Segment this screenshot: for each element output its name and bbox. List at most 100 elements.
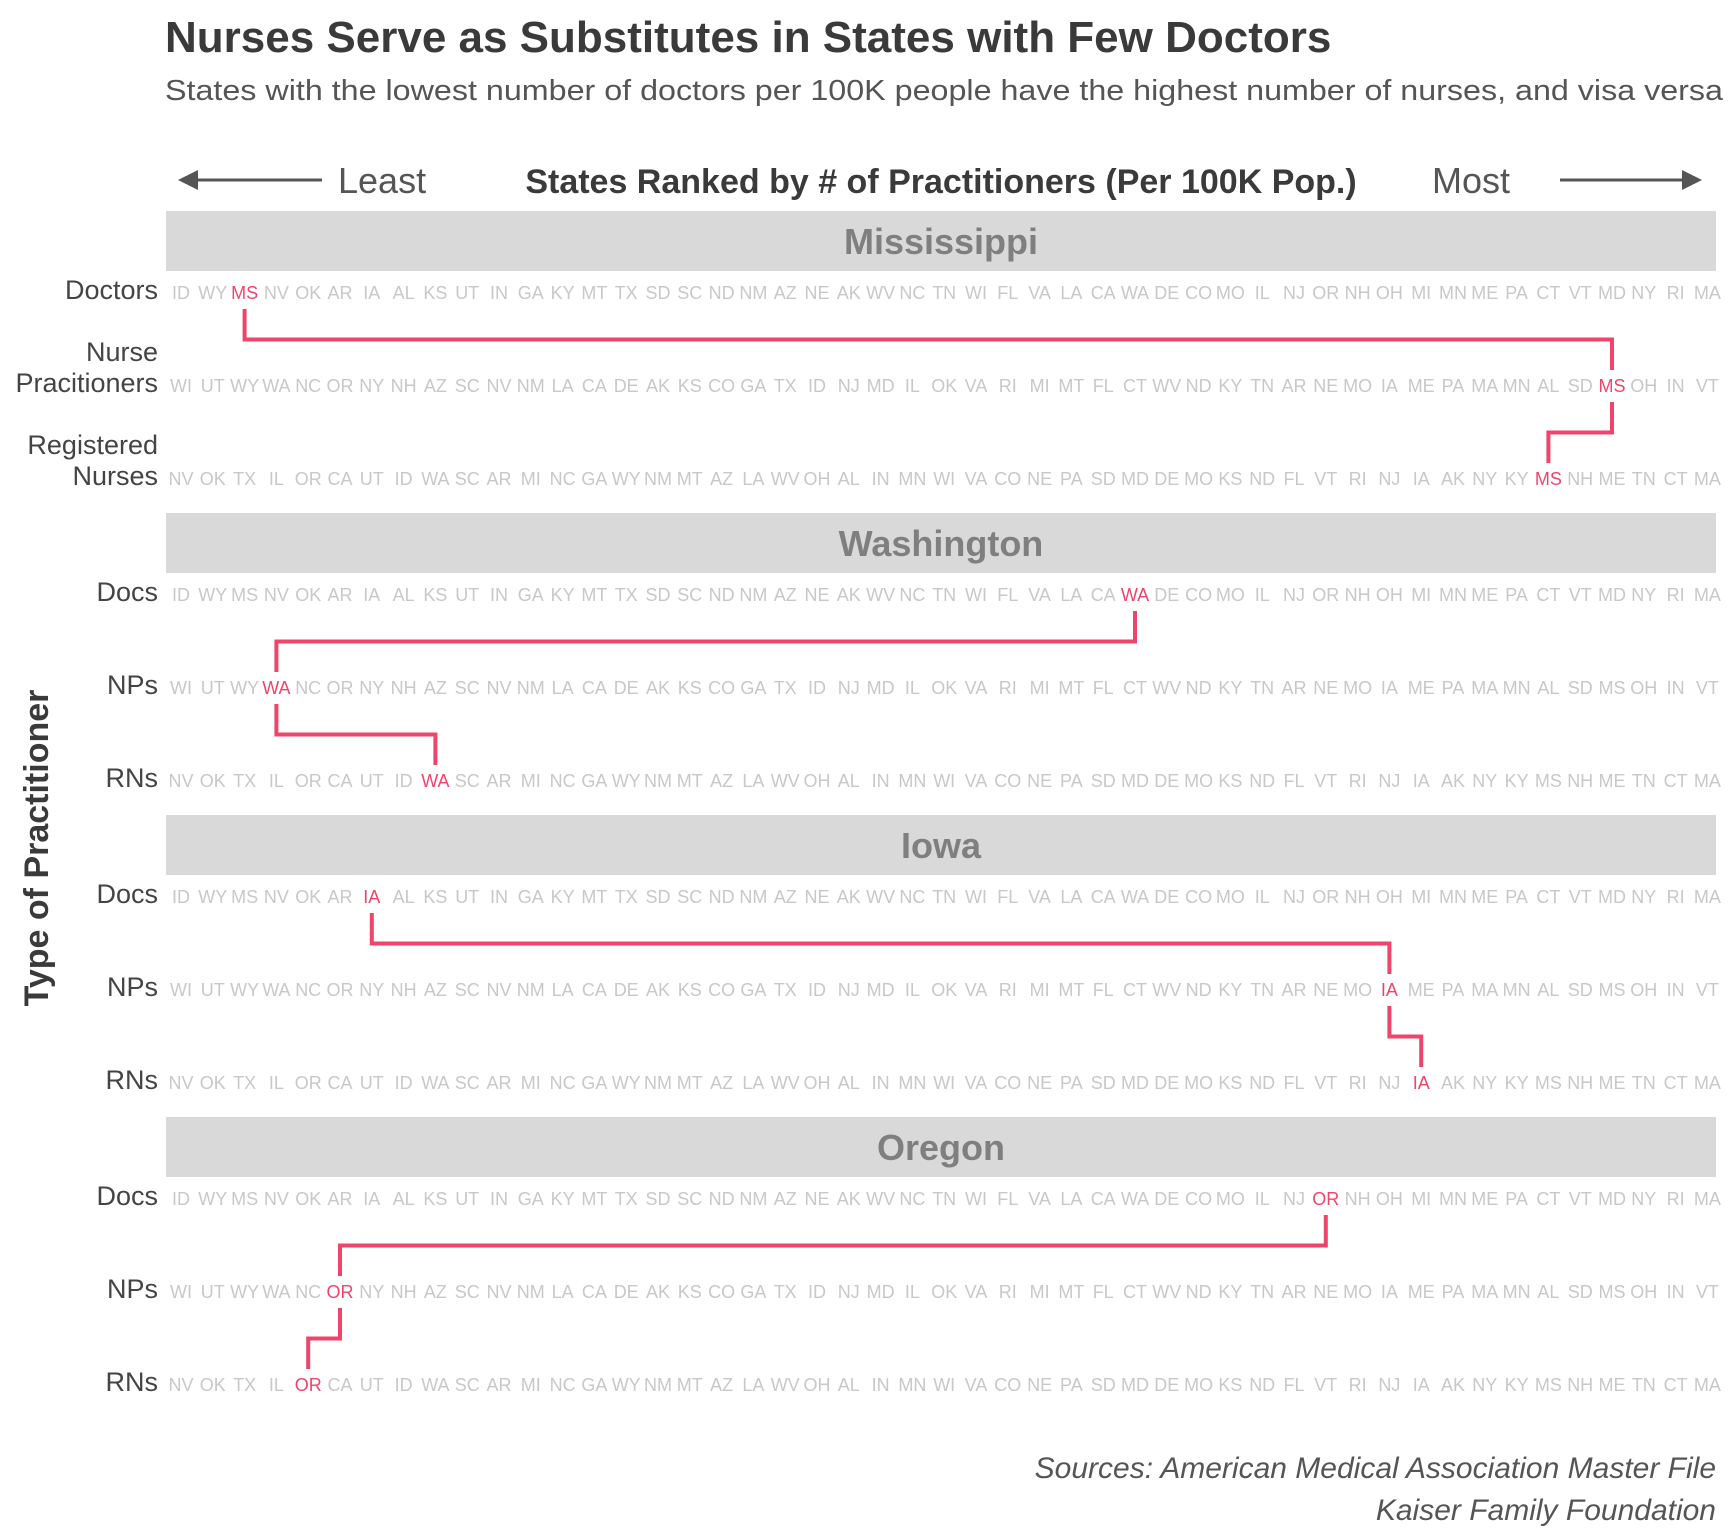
state-tick-label: AL <box>393 283 415 303</box>
state-tick-label: WY <box>230 980 259 1000</box>
state-tick-label: WY <box>230 678 259 698</box>
state-tick-label: NH <box>1567 1073 1593 1093</box>
state-tick-label: AK <box>646 980 670 1000</box>
state-tick-label: TN <box>932 887 956 907</box>
state-tick-label: NM <box>517 980 545 1000</box>
state-tick-label: NE <box>1313 376 1338 396</box>
state-tick-label: AR <box>1281 376 1306 396</box>
state-tick-label: WV <box>1152 980 1181 1000</box>
state-tick-label: NY <box>359 1282 384 1302</box>
state-tick-label: ID <box>395 771 413 791</box>
state-tick-label: AK <box>1441 771 1465 791</box>
state-tick-label: WY <box>198 1189 227 1209</box>
state-tick-label: DE <box>614 1282 639 1302</box>
highlight-state-label: WA <box>1121 585 1149 605</box>
state-tick-label: AL <box>1537 1282 1559 1302</box>
state-tick-label: IN <box>490 1189 508 1209</box>
state-tick-label: NE <box>1027 1073 1052 1093</box>
state-tick-label: UT <box>455 283 479 303</box>
state-tick-label: AL <box>1537 678 1559 698</box>
state-tick-label: SD <box>645 887 670 907</box>
state-tick-label: IN <box>872 771 890 791</box>
state-tick-label: ME <box>1599 1073 1626 1093</box>
state-tick-label: ID <box>172 283 190 303</box>
state-tick-label: SD <box>645 1189 670 1209</box>
state-tick-label: WY <box>230 1282 259 1302</box>
state-tick-label: NY <box>1472 771 1497 791</box>
state-tick-label: FL <box>997 887 1018 907</box>
state-tick-label: CO <box>994 771 1021 791</box>
state-tick-label: KY <box>551 887 575 907</box>
state-tick-label: TX <box>233 771 256 791</box>
state-tick-label: IL <box>905 980 920 1000</box>
state-tick-label: MT <box>677 1375 703 1395</box>
state-tick-label: NV <box>264 887 289 907</box>
state-tick-label: NH <box>1345 1189 1371 1209</box>
state-tick-label: MN <box>1503 678 1531 698</box>
state-tick-label: NH <box>1345 585 1371 605</box>
state-tick-label: IA <box>1381 1282 1398 1302</box>
state-tick-label: AL <box>838 1073 860 1093</box>
state-tick-label: AK <box>1441 469 1465 489</box>
source-line-2: Kaiser Family Foundation <box>1376 1494 1716 1527</box>
state-tick-label: MS <box>231 887 258 907</box>
state-tick-label: NH <box>1345 887 1371 907</box>
state-tick-label: CO <box>1185 585 1212 605</box>
chart-title: Nurses Serve as Substitutes in States wi… <box>165 13 1331 62</box>
state-tick-label: IN <box>872 469 890 489</box>
state-tick-label: MI <box>1411 585 1431 605</box>
state-tick-label: MT <box>1058 678 1084 698</box>
state-tick-label: KY <box>1505 771 1529 791</box>
state-tick-label: CT <box>1536 887 1560 907</box>
state-tick-label: GA <box>581 771 607 791</box>
state-tick-label: OR <box>295 771 322 791</box>
state-tick-label: RI <box>999 980 1017 1000</box>
state-tick-label: MT <box>1058 376 1084 396</box>
state-tick-label: MD <box>867 678 895 698</box>
state-tick-label: OH <box>1376 887 1403 907</box>
state-tick-label: MA <box>1694 1073 1721 1093</box>
state-tick-label: AK <box>646 678 670 698</box>
state-tick-label: WA <box>262 1282 290 1302</box>
state-tick-label: FL <box>1093 678 1114 698</box>
rank-connector-line <box>242 309 1614 463</box>
state-tick-label: FL <box>1093 376 1114 396</box>
state-tick-label: ND <box>1186 376 1212 396</box>
state-tick-label: UT <box>455 1189 479 1209</box>
state-tick-label: CO <box>994 469 1021 489</box>
rank-connector-line <box>306 1215 1328 1369</box>
state-tick-label: IA <box>363 1189 380 1209</box>
state-tick-label: SC <box>677 283 702 303</box>
state-tick-label: OK <box>295 887 321 907</box>
state-tick-label: GA <box>581 1073 607 1093</box>
state-tick-label: CA <box>582 1282 607 1302</box>
state-tick-label: MO <box>1216 887 1245 907</box>
state-tick-label: ND <box>1186 1282 1212 1302</box>
state-tick-label: IL <box>269 1073 284 1093</box>
panel-title: Iowa <box>901 825 982 866</box>
state-tick-label: TX <box>774 376 797 396</box>
state-tick-label: VT <box>1696 678 1719 698</box>
state-tick-label: MD <box>867 980 895 1000</box>
state-tick-label: VT <box>1569 585 1592 605</box>
state-tick-label: FL <box>1283 771 1304 791</box>
state-tick-label: VA <box>1028 585 1051 605</box>
state-tick-label: WY <box>230 376 259 396</box>
state-tick-label: OH <box>804 771 831 791</box>
state-tick-label: OH <box>804 1073 831 1093</box>
state-tick-label: VT <box>1314 771 1337 791</box>
state-tick-label: MT <box>581 283 607 303</box>
state-tick-label: CT <box>1123 678 1147 698</box>
state-tick-label: MT <box>677 469 703 489</box>
state-tick-label: NY <box>359 376 384 396</box>
state-tick-label: WA <box>1121 1189 1149 1209</box>
state-tick-label: NE <box>1313 980 1338 1000</box>
state-tick-label: FL <box>997 283 1018 303</box>
state-tick-label: KY <box>1218 1282 1242 1302</box>
state-tick-label: KY <box>1505 1073 1529 1093</box>
state-tick-label: IA <box>1381 376 1398 396</box>
state-tick-label: NY <box>1631 887 1656 907</box>
state-tick-label: KY <box>1218 980 1242 1000</box>
state-tick-label: VA <box>965 678 988 698</box>
